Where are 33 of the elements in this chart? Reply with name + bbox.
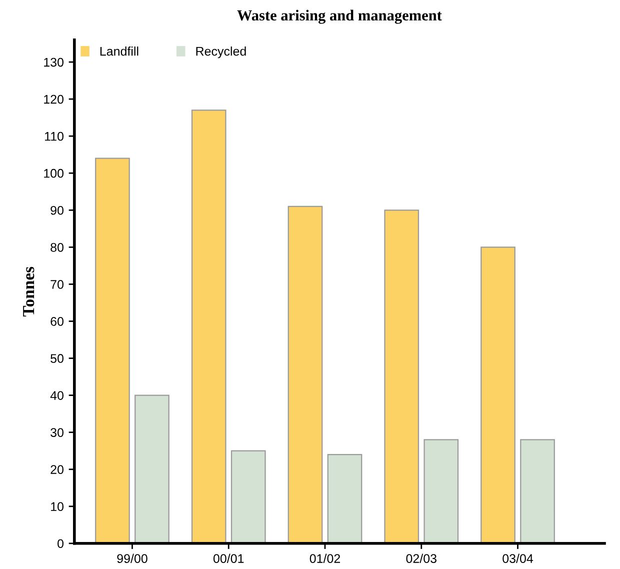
y-tick-label: 30 [50,428,64,437]
bar [424,439,459,544]
bar [95,158,130,544]
y-tick-label: 80 [50,242,64,252]
bar [327,454,362,544]
legend-label: Landfill [100,46,138,56]
chart-title: Waste arising and management [237,10,442,24]
y-tick-label: 0 [58,539,64,548]
y-axis-title: Tonnes [23,266,34,317]
bar [230,450,266,544]
y-tick-label: 40 [50,391,64,400]
y-tick-label: 110 [45,132,64,141]
legend-label: Recycled [196,46,246,58]
bar [520,439,555,544]
y-tick-label: 20 [50,465,64,474]
y-tick-label: 90 [50,206,64,215]
bar [134,394,170,544]
x-tick-label: 03/04 [502,554,534,563]
y-tick-label: 50 [50,354,64,363]
y-tick-label: 120 [44,94,64,104]
bar [191,110,226,544]
y-tick-label: 10 [51,502,64,512]
bar [288,206,323,544]
x-tick-label: 01/02 [310,554,340,563]
x-tick-label: 02/03 [406,554,436,563]
y-tick-label: 130 [44,58,64,67]
y-tick-label: 70 [50,280,64,289]
bar [480,246,516,544]
x-tick-label: 99/00 [117,554,148,563]
bar [384,210,420,544]
y-tick-label: 100 [44,168,64,178]
x-tick-label: 00/01 [213,554,244,563]
y-tick-label: 60 [50,317,64,326]
